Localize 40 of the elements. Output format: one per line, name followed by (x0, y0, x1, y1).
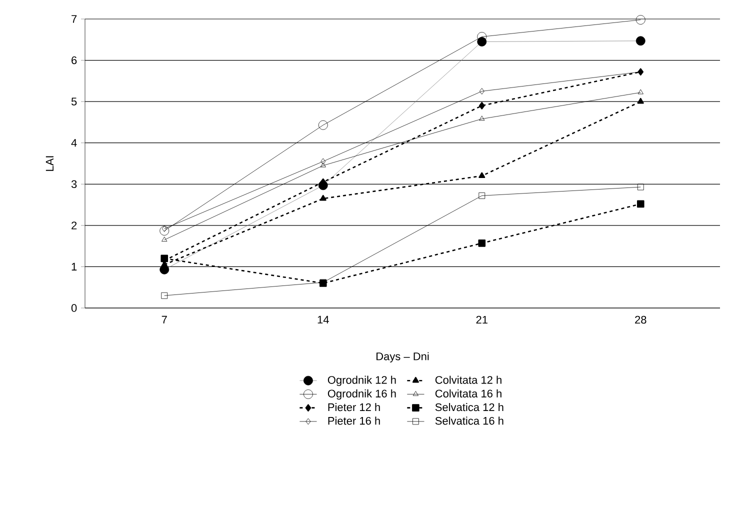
point (637, 98, 644, 104)
y-axis-title: LAI (46, 156, 54, 171)
y-tick-label: 1 (72, 262, 77, 270)
point (318, 120, 328, 130)
legend-label: Colvitata 12 h (435, 376, 502, 384)
x-tick-label: 21 (476, 316, 488, 324)
x-axis-title: Days – Dni (376, 352, 429, 362)
legend-label: Ogrodnik 12 h (328, 376, 396, 386)
x-tick-label: 28 (635, 316, 646, 324)
y-tick-label: 7 (72, 15, 77, 23)
point (478, 172, 486, 178)
point (637, 184, 644, 190)
legend-label: Selvatica 12 h (435, 403, 504, 412)
legend-label: Pieter 12 h (328, 403, 380, 412)
point (478, 192, 486, 199)
point (478, 240, 486, 247)
point (320, 158, 326, 165)
point (479, 116, 485, 121)
y-tick-label: 4 (71, 139, 77, 147)
y-tick-label: 2 (72, 222, 77, 230)
legend-label: Ogrodnik 16 h (328, 389, 396, 400)
point (636, 200, 644, 208)
point (160, 226, 170, 236)
point (320, 162, 326, 168)
legend-label: Selvatica 16 h (435, 416, 504, 425)
point (478, 102, 485, 110)
x-tick-label: 7 (162, 316, 167, 324)
point (636, 15, 646, 25)
y-tick-label: 5 (71, 98, 77, 106)
point (320, 194, 326, 201)
point (162, 236, 168, 242)
legend-label: Colvitata 16 h (435, 389, 502, 398)
point (161, 292, 168, 299)
point (479, 88, 484, 94)
y-tick-label: 6 (72, 56, 77, 64)
x-tick-label: 14 (318, 316, 329, 324)
point (638, 89, 644, 94)
legend-label: Pieter 16 h (328, 416, 380, 425)
y-tick-label: 3 (71, 180, 77, 188)
y-tick-label: 0 (71, 304, 77, 312)
